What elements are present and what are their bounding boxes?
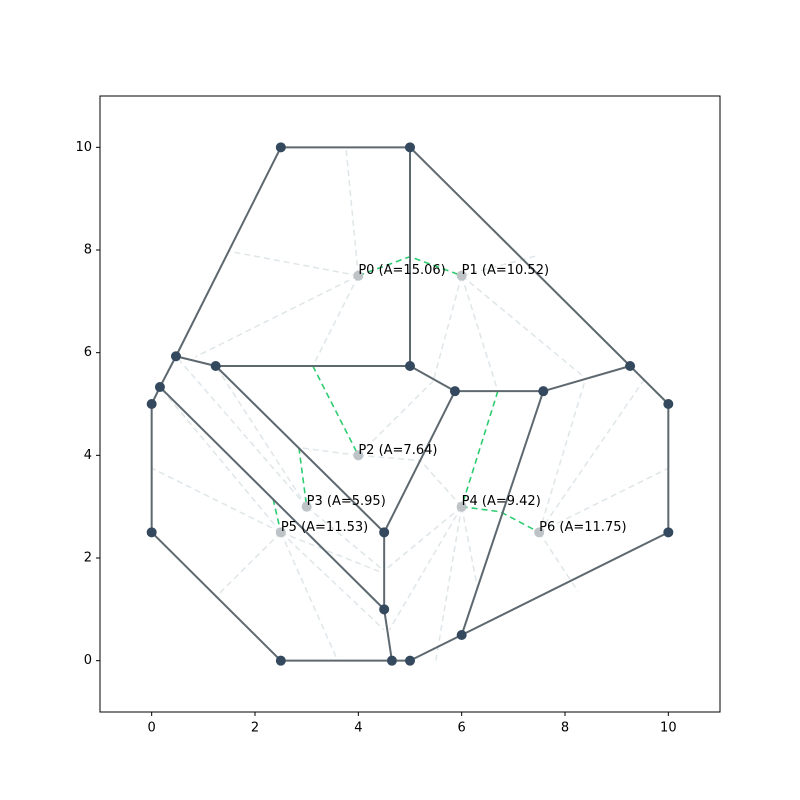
vertex xyxy=(625,361,636,372)
edge xyxy=(383,609,393,661)
site xyxy=(456,501,467,512)
edge xyxy=(159,355,177,388)
edge xyxy=(175,146,282,357)
spoke xyxy=(538,378,587,533)
vertex xyxy=(170,351,181,362)
site xyxy=(353,270,364,281)
edge xyxy=(629,365,670,405)
edge xyxy=(460,390,545,636)
site xyxy=(353,450,364,461)
y-tick-label: 0 xyxy=(84,653,92,668)
x-tick-label: 8 xyxy=(561,721,569,736)
spoke xyxy=(175,355,308,508)
spoke xyxy=(383,506,463,572)
spoke xyxy=(460,275,499,392)
vertex xyxy=(146,527,157,538)
spoke xyxy=(538,377,646,533)
x-tick-label: 4 xyxy=(354,721,362,736)
site-label: P1 (A=10.52) xyxy=(462,263,549,278)
vertex xyxy=(663,399,674,409)
plot-frame xyxy=(99,95,721,713)
spoke xyxy=(419,459,463,508)
site-label: P5 (A=11.53) xyxy=(281,520,368,535)
y-tick-label: 2 xyxy=(84,551,92,566)
site-label: P0 (A=15.06) xyxy=(358,263,445,278)
vertex xyxy=(379,604,390,615)
edge xyxy=(543,365,631,393)
edge xyxy=(159,386,385,611)
dual-edge xyxy=(461,505,540,534)
spoke xyxy=(358,454,421,462)
vertex xyxy=(379,527,390,538)
spoke xyxy=(195,274,359,358)
vertex xyxy=(146,399,157,409)
spoke xyxy=(388,506,463,631)
site xyxy=(456,270,467,281)
spoke xyxy=(538,531,579,592)
spoke xyxy=(227,250,359,277)
dual-edge xyxy=(460,390,499,507)
spoke xyxy=(357,380,434,456)
edge xyxy=(409,365,456,393)
spoke xyxy=(280,532,339,661)
spoke xyxy=(280,531,385,631)
vertex xyxy=(405,142,415,153)
vertex xyxy=(210,361,221,372)
spoke xyxy=(538,467,669,534)
spoke xyxy=(215,365,308,508)
dual-edge xyxy=(272,498,282,533)
spoke xyxy=(151,467,282,534)
edge xyxy=(175,355,216,367)
site xyxy=(275,527,286,538)
site-label: P2 (A=7.64) xyxy=(358,443,437,458)
spoke xyxy=(215,531,282,598)
y-tick-label: 8 xyxy=(84,243,92,258)
vertex xyxy=(275,655,286,666)
y-tick-label: 4 xyxy=(84,448,92,463)
vertex xyxy=(449,386,460,397)
x-tick-label: 10 xyxy=(660,721,677,736)
x-tick-label: 0 xyxy=(148,721,156,736)
spoke xyxy=(345,147,360,276)
edge xyxy=(409,146,631,367)
spoke xyxy=(159,386,282,533)
spoke xyxy=(280,531,385,575)
vertex xyxy=(275,142,286,153)
spoke xyxy=(306,506,385,572)
vertex xyxy=(538,386,549,397)
site-label: P6 (A=11.75) xyxy=(539,520,626,535)
vertex xyxy=(663,527,674,538)
spoke xyxy=(460,506,478,587)
edge xyxy=(150,531,282,662)
edge xyxy=(383,390,456,533)
site xyxy=(301,501,312,512)
vertex xyxy=(386,655,397,666)
x-tick-label: 2 xyxy=(251,721,259,736)
spoke xyxy=(312,275,360,367)
x-tick-label: 6 xyxy=(458,721,466,736)
spoke xyxy=(435,506,463,661)
site xyxy=(534,527,545,538)
spoke xyxy=(432,275,463,382)
edge xyxy=(461,531,669,636)
site-label: P3 (A=5.95) xyxy=(307,494,386,509)
spoke xyxy=(461,254,540,277)
y-tick-label: 10 xyxy=(75,140,92,155)
vertex xyxy=(405,361,415,372)
vertex xyxy=(405,655,415,666)
vertex xyxy=(456,630,467,640)
vertex xyxy=(154,382,165,393)
dual-edge xyxy=(312,365,360,456)
edge xyxy=(409,634,463,662)
site-label: P4 (A=9.42) xyxy=(462,494,541,509)
y-tick-label: 6 xyxy=(84,345,92,360)
spoke xyxy=(461,275,587,379)
edge xyxy=(215,365,385,534)
